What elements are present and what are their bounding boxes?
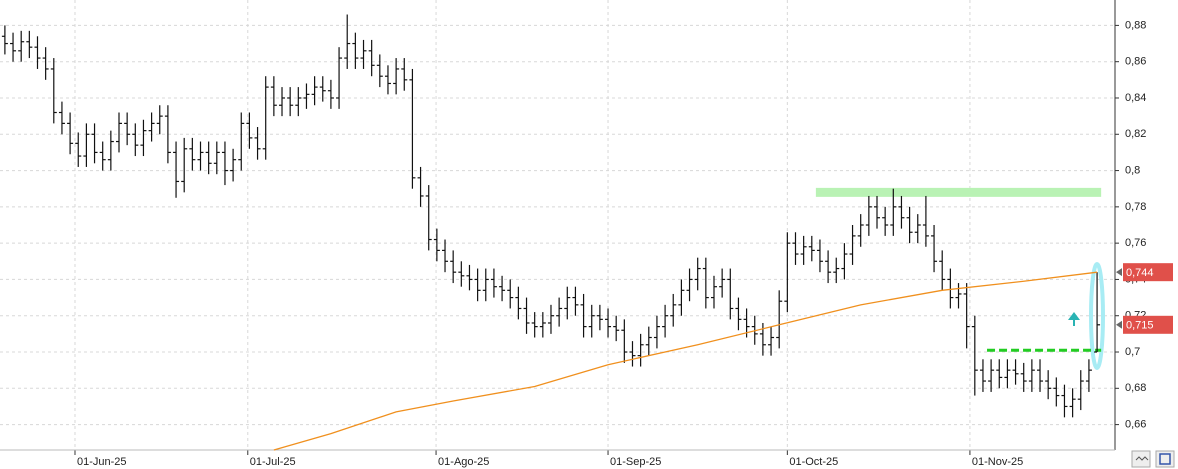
price-label-box [1123,315,1173,334]
highlight-ellipse [1089,262,1105,370]
moving-average [273,271,1098,451]
x-tick-label: 01-Jul-25 [250,456,296,468]
y-tick-label: 0,66 [1125,419,1146,431]
y-tick-label: 0,76 [1125,237,1146,249]
y-tick-label: 0,82 [1125,128,1146,140]
y-tick-label: 0,68 [1125,382,1146,394]
price-label-pointer [1116,268,1122,277]
x-tick-label: 01-Ago-25 [438,456,489,468]
y-tick-label: 0,86 [1125,56,1146,68]
y-tick-label: 0,78 [1125,201,1146,213]
scroll-icon [1135,456,1149,461]
plot-background [0,0,1115,450]
price-label: 0,715 [1126,320,1154,332]
price-label-box [1123,263,1173,282]
y-tick-label: 0,84 [1125,92,1146,104]
up-arrow [1068,312,1080,326]
price-label-pointer [1116,320,1122,329]
x-tick-label: 01-Nov-25 [972,456,1023,468]
y-tick-label: 0,8 [1125,164,1140,176]
x-tick-label: 01-Oct-25 [789,456,838,468]
x-tick-label: 01-Sep-25 [610,456,661,468]
y-tick-label: 0,88 [1125,19,1146,31]
y-tick-label: 0,7 [1125,346,1140,358]
price-label: 0,744 [1126,267,1154,279]
x-tick-label: 01-Jun-25 [77,456,127,468]
save-icon [1159,453,1171,465]
